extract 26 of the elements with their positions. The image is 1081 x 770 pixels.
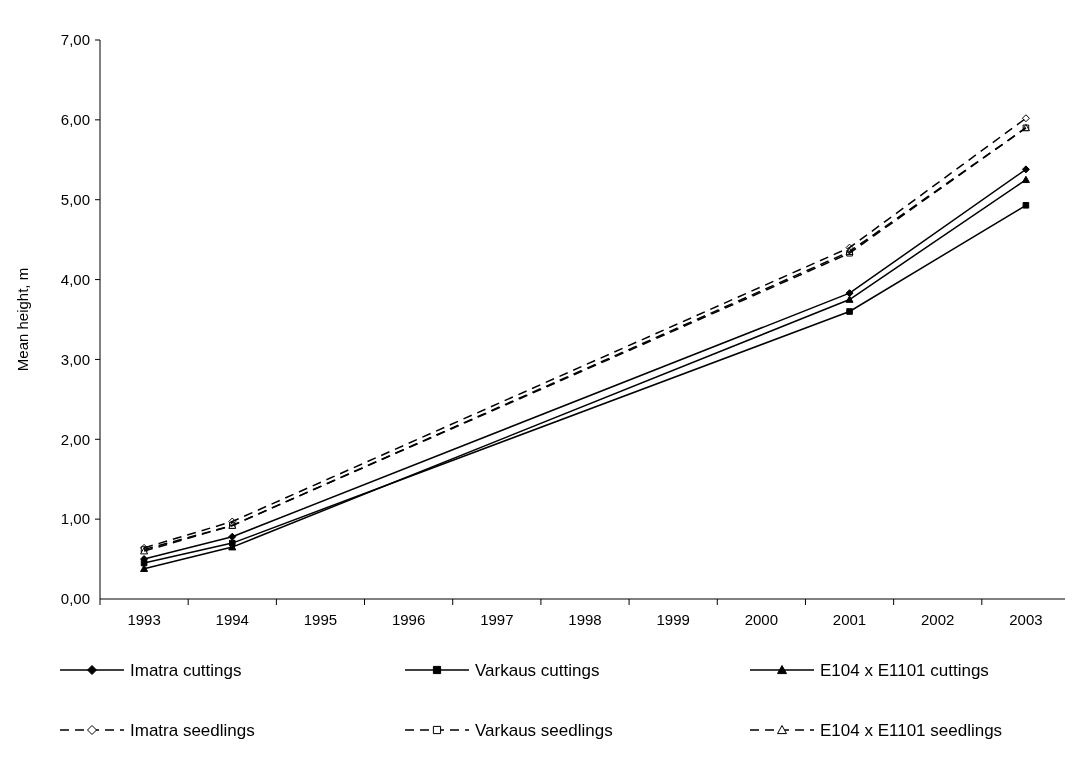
y-tick-label: 0,00 [60, 590, 90, 608]
x-tick-label: 1997 [480, 611, 514, 628]
y-tick-label: 7,00 [60, 31, 90, 49]
x-tick-label: 2000 [744, 611, 779, 628]
y-tick-label: 5,00 [60, 190, 90, 208]
x-tick-label: 1993 [127, 611, 161, 628]
legend-label: E104 x E1101 cuttings [820, 660, 989, 680]
x-tick-label: 2001 [832, 611, 867, 628]
y-tick-label: 6,00 [60, 111, 90, 129]
x-tick-label: 1999 [656, 611, 690, 628]
y-tick-label: 4,00 [60, 270, 90, 288]
y-tick-label: 3,00 [60, 350, 90, 368]
y-tick-label: 2,00 [60, 430, 90, 448]
x-tick-label: 1998 [568, 611, 602, 628]
x-tick-label: 1996 [391, 611, 426, 628]
x-tick-label: 1995 [303, 611, 338, 628]
x-tick-label: 2003 [1009, 611, 1043, 628]
legend-label: E104 x E1101 seedlings [820, 720, 1003, 740]
legend-label: Varkaus cuttings [475, 660, 600, 680]
y-tick-label: 1,00 [60, 510, 90, 528]
legend-label: Imatra seedlings [130, 720, 255, 740]
x-tick-label: 1994 [215, 611, 249, 628]
y-axis-title: Mean height, m [14, 267, 31, 372]
x-tick-label: 2002 [921, 611, 955, 628]
legend-label: Varkaus seedlings [475, 720, 613, 740]
legend-label: Imatra cuttings [130, 660, 242, 680]
